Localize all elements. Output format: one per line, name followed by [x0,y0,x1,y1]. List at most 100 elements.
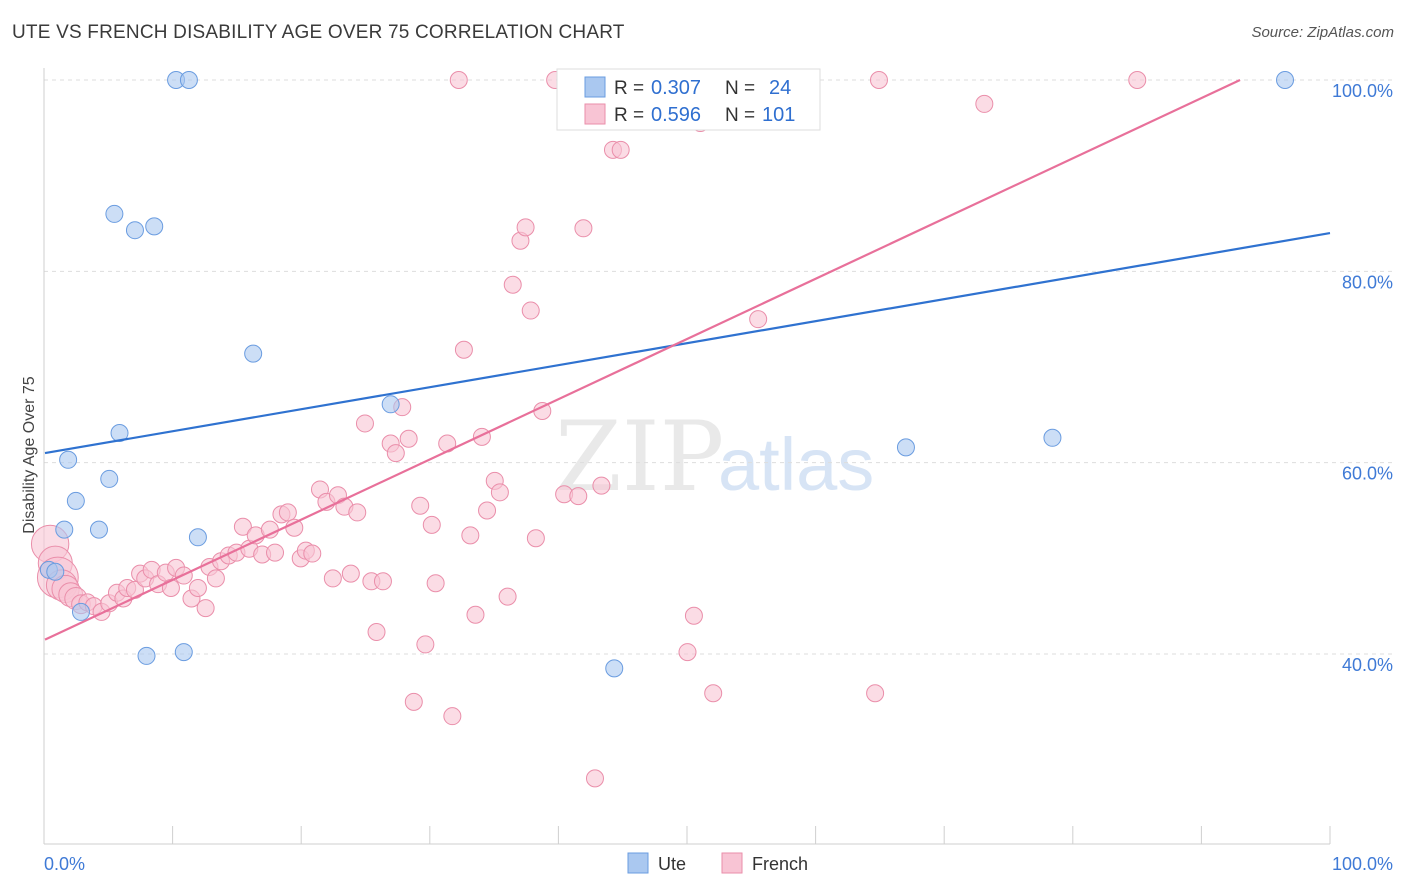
y-tick-label-3: 100.0% [1332,81,1393,101]
french-point-84 [574,219,593,238]
ute-point-19 [605,659,624,678]
legend-ute-n-value: 24 [769,77,791,99]
series-legend-ute: Ute [658,854,686,874]
french-point-26 [196,599,215,618]
trend-lines [44,79,1331,641]
french-point-94 [704,684,723,703]
gridlines [44,79,1393,655]
ute-point-1 [46,562,65,581]
ute-point-14 [179,71,198,89]
ute-point-17 [244,344,263,363]
french-point-59 [404,692,423,711]
legend-french-n-label: N = [725,105,755,126]
french-point-95 [749,310,768,329]
ute-point-15 [174,643,193,662]
ute-point-21 [896,438,915,457]
french-point-43 [303,544,322,563]
french-point-79 [526,529,545,548]
french-point-73 [490,483,509,502]
y-axis-label: Disability Age Over 75 [21,376,38,534]
french-point-87 [592,476,611,495]
ute-point-11 [137,646,156,665]
ute-point-22 [1043,428,1062,447]
french-point-49 [341,564,360,583]
french-point-66 [449,71,468,89]
french-point-37 [266,543,285,562]
french-point-75 [503,275,522,294]
ute-point-3 [59,450,78,469]
french-point-51 [355,414,374,433]
french-point-78 [521,301,540,320]
y-tick-labels: 40.0% 60.0% 80.0% 100.0% [1332,81,1393,675]
ute-point-16 [188,528,207,547]
french-point-68 [461,526,480,545]
legend-ute-r-value: 0.307 [651,77,701,99]
y-tick-label-1: 60.0% [1342,464,1393,484]
ute-point-2 [55,520,74,539]
french-point-92 [684,606,703,625]
legend-ute-n-label: N = [725,78,755,99]
french-trend-line [44,79,1241,641]
french-point-54 [373,572,392,591]
ute-trend-line [44,231,1331,455]
french-point-56 [386,444,405,463]
legend-ute-r-label: R = [614,78,644,99]
french-point-50 [348,503,367,522]
french-point-89 [611,140,630,159]
chart-title: UTE VS FRENCH DISABILITY AGE OVER 75 COR… [12,22,625,43]
y-tick-label-0: 40.0% [1342,655,1393,675]
ute-point-4 [66,491,85,510]
ute-point-9 [110,424,129,443]
french-point-25 [188,578,207,597]
french-point-28 [206,569,225,588]
french-point-39 [278,503,297,522]
french-point-36 [260,520,279,539]
french-point-60 [411,496,430,515]
ute-point-10 [125,221,144,240]
legend-french-n-value: 101 [762,104,795,126]
series-legend-swatch-ute [627,852,649,874]
legend-swatch-french [584,103,606,125]
french-point-46 [323,569,342,588]
series-legend: Ute French [627,852,808,874]
french-point-69 [466,605,485,624]
french-point-86 [585,769,604,788]
french-point-71 [478,501,497,520]
legend-french-r-label: R = [614,105,644,126]
french-point-61 [416,635,435,654]
ute-points [39,71,1295,678]
x-tick-label-max: 100.0% [1332,854,1393,874]
source-note: Source: ZipAtlas.com [1251,24,1394,41]
ute-point-23 [1276,71,1295,89]
series-legend-swatch-french [721,852,743,874]
french-point-32 [233,517,252,536]
series-legend-french: French [752,854,808,874]
ute-point-6 [89,520,108,539]
french-point-53 [367,622,386,641]
x-tick-labels: 0.0% 100.0% [44,854,1393,874]
french-point-62 [422,515,441,534]
ute-point-7 [100,469,119,488]
x-tick-label-min: 0.0% [44,854,85,874]
french-point-74 [498,587,517,606]
watermark-atlas: atlas [718,423,874,506]
ute-point-5 [71,602,90,621]
french-point-65 [443,707,462,726]
ute-point-18 [381,395,400,414]
legend-french-r-value: 0.596 [651,104,701,126]
y-tick-label-2: 80.0% [1342,272,1393,292]
watermark: ZIP atlas [555,401,874,513]
french-point-83 [569,487,588,506]
french-point-97 [869,71,888,89]
stats-legend: R = 0.307 N = 24 R = 0.596 N = 101 [556,68,821,131]
axes [43,68,1331,845]
french-point-77 [516,218,535,237]
french-point-67 [454,340,473,359]
french-point-58 [399,429,418,448]
french-point-96 [866,684,885,703]
french-point-91 [678,643,697,662]
french-point-63 [426,574,445,593]
french-point-99 [1128,71,1147,89]
ute-point-12 [145,217,164,236]
